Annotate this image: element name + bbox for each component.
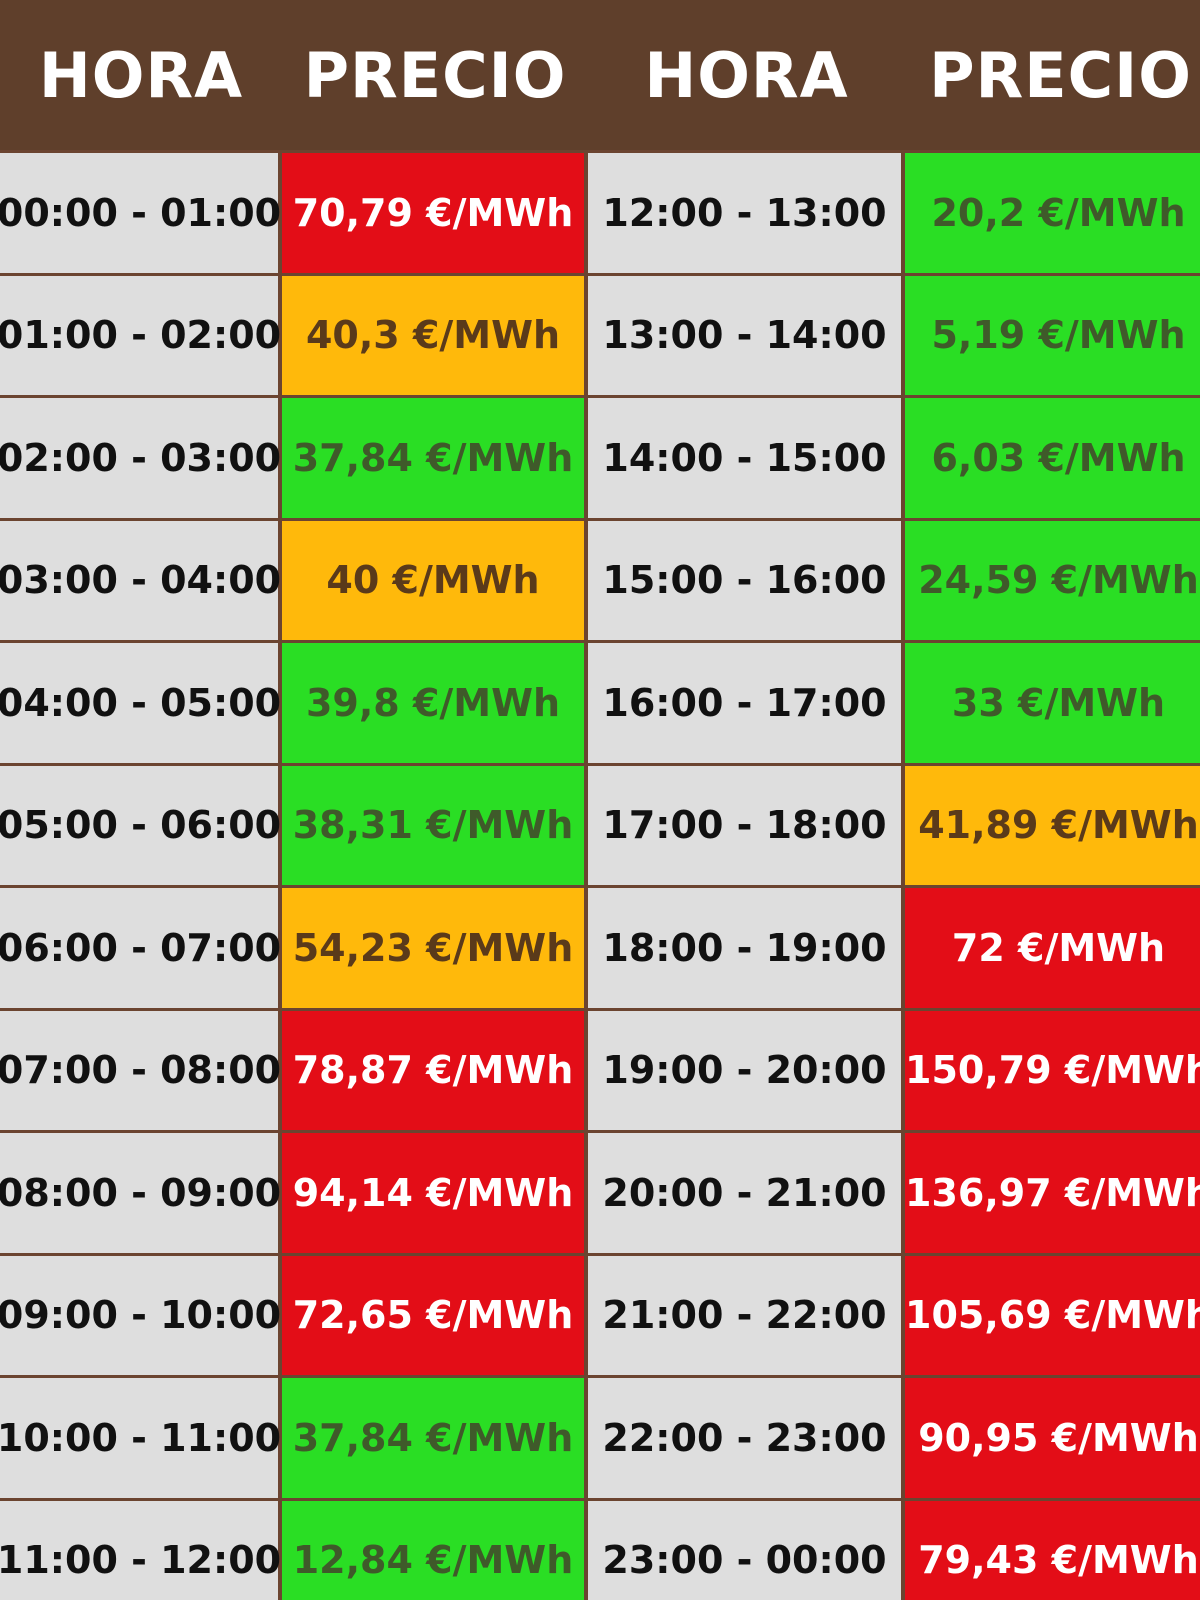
price-cell-left: 39,8 €/MWh [282,640,584,763]
price-cell-left: 54,23 €/MWh [282,885,584,1008]
hour-cell-right: 16:00 - 17:00 [588,640,901,763]
hour-cell-right: 23:00 - 00:00 [588,1497,901,1600]
price-cell-right: 41,89 €/MWh [905,762,1200,885]
price-cell-left: 40,3 €/MWh [282,272,584,395]
price-cell-right: 20,2 €/MWh [905,150,1200,273]
price-cell-right: 33 €/MWh [905,640,1200,763]
hour-cell-left: 10:00 - 11:00 [0,1375,281,1498]
hour-cell-left: 05:00 - 06:00 [0,762,281,885]
price-cell-left: 70,79 €/MWh [282,150,584,273]
hour-cell-right: 18:00 - 19:00 [588,885,901,1008]
hour-cell-left: 07:00 - 08:00 [0,1007,281,1130]
price-cell-left: 72,65 €/MWh [282,1252,584,1375]
hour-cell-left: 04:00 - 05:00 [0,640,281,763]
hour-cell-left: 06:00 - 07:00 [0,885,281,1008]
header-precio-2: PRECIO [905,0,1200,150]
price-cell-right: 72 €/MWh [905,885,1200,1008]
header-hora-2: HORA [588,0,905,150]
hour-cell-right: 15:00 - 16:00 [588,517,901,640]
price-cell-right: 24,59 €/MWh [905,517,1200,640]
hour-cell-right: 22:00 - 23:00 [588,1375,901,1498]
hour-cell-right: 13:00 - 14:00 [588,272,901,395]
hour-cell-right: 14:00 - 15:00 [588,395,901,518]
price-cell-left: 37,84 €/MWh [282,395,584,518]
price-cell-left: 94,14 €/MWh [282,1130,584,1253]
price-cell-right: 6,03 €/MWh [905,395,1200,518]
price-cell-right: 79,43 €/MWh [905,1497,1200,1600]
price-cell-left: 38,31 €/MWh [282,762,584,885]
price-cell-right: 105,69 €/MWh [905,1252,1200,1375]
price-cell-left: 12,84 €/MWh [282,1497,584,1600]
price-cell-right: 150,79 €/MWh [905,1007,1200,1130]
hour-cell-left: 02:00 - 03:00 [0,395,281,518]
hour-cell-left: 01:00 - 02:00 [0,272,281,395]
price-cell-left: 78,87 €/MWh [282,1007,584,1130]
price-cell-right: 136,97 €/MWh [905,1130,1200,1253]
price-cell-right: 5,19 €/MWh [905,272,1200,395]
hour-cell-right: 19:00 - 20:00 [588,1007,901,1130]
hour-cell-left: 03:00 - 04:00 [0,517,281,640]
hour-cell-left: 00:00 - 01:00 [0,150,281,273]
header-precio-1: PRECIO [282,0,588,150]
hour-cell-right: 12:00 - 13:00 [588,150,901,273]
price-cell-right: 90,95 €/MWh [905,1375,1200,1498]
hour-cell-left: 11:00 - 12:00 [0,1497,281,1600]
hour-cell-right: 20:00 - 21:00 [588,1130,901,1253]
price-cell-left: 37,84 €/MWh [282,1375,584,1498]
hour-cell-left: 09:00 - 10:00 [0,1252,281,1375]
hour-cell-left: 08:00 - 09:00 [0,1130,281,1253]
hour-cell-right: 17:00 - 18:00 [588,762,901,885]
hour-cell-right: 21:00 - 22:00 [588,1252,901,1375]
price-cell-left: 40 €/MWh [282,517,584,640]
header-hora-1: HORA [0,0,282,150]
